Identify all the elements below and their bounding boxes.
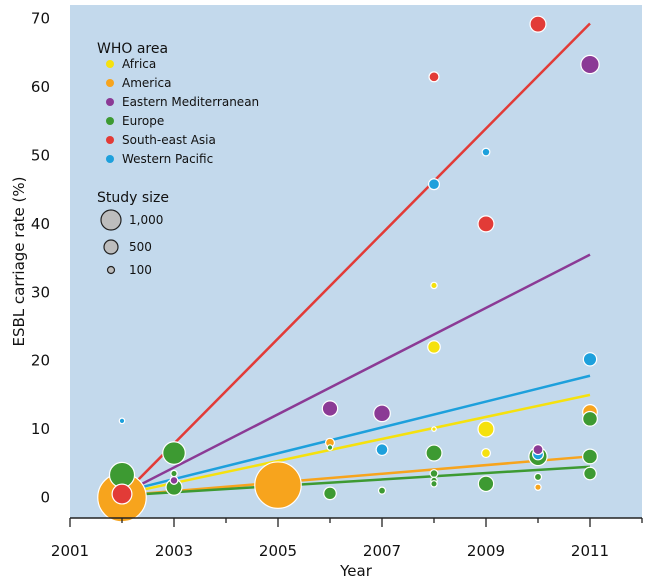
legend-group-items: Africa America Eastern Mediterranean Europe… [106, 57, 259, 166]
data-point-4-0 [111, 483, 133, 505]
y-tick-label-7: 70 [31, 10, 50, 28]
legend-label-5: Western Pacific [122, 152, 213, 166]
y-tick-label-6: 60 [31, 78, 50, 96]
data-point-4-2 [477, 215, 495, 233]
trend-line-5 [121, 374, 591, 494]
x-tick-label-4: 2009 [467, 542, 505, 560]
y-tick-label-2: 20 [31, 352, 50, 370]
data-point-3-16 [583, 466, 597, 481]
data-point-2-3 [532, 444, 544, 456]
data-point-4-1 [428, 71, 440, 83]
data-point-3-1 [162, 441, 186, 465]
data-point-3-10 [430, 480, 438, 488]
size-legend-label-1: 500 [129, 240, 152, 254]
legend-marker-4 [106, 136, 114, 144]
data-point-2-4 [580, 54, 600, 75]
legend-label-4: South-east Asia [122, 133, 216, 147]
data-point-3-11 [477, 475, 495, 493]
data-point-3-3 [170, 469, 178, 478]
legend-size-items: 1,000 500 100 [100, 209, 163, 277]
data-point-5-1 [375, 443, 389, 457]
data-points [97, 15, 600, 523]
size-legend-label-2: 100 [129, 263, 152, 277]
trend-line-2 [121, 253, 591, 496]
x-tick-label-3: 2007 [363, 542, 401, 560]
data-point-4-3 [529, 15, 547, 33]
y-tick-label-3: 30 [31, 283, 50, 301]
data-point-2-2 [373, 404, 391, 423]
y-axis: 0 10 20 30 40 50 60 70 [31, 10, 50, 507]
y-tick-label-5: 50 [31, 146, 50, 164]
data-point-3-5 [326, 444, 334, 451]
data-point-1-3 [534, 483, 542, 491]
x-tick-label-0: 2001 [51, 542, 89, 560]
legend-marker-1 [106, 79, 114, 87]
data-point-3-13 [533, 472, 543, 482]
data-point-3-8 [429, 469, 439, 478]
legend-label-1: America [122, 76, 172, 90]
data-point-0-5 [480, 447, 492, 459]
data-point-0-1 [430, 281, 438, 290]
y-tick-label-1: 10 [31, 420, 50, 438]
legend-marker-0 [106, 60, 114, 68]
trend-line-1 [121, 455, 591, 497]
trend-lines [121, 22, 591, 497]
data-point-3-15 [582, 448, 598, 465]
x-axis: 2001 2003 2005 2007 2009 2011 [51, 517, 643, 560]
legend-marker-3 [106, 117, 114, 125]
data-point-3-4 [323, 486, 337, 501]
legend: WHO area Africa America Eastern Mediterran… [97, 41, 259, 277]
trend-line-3 [121, 465, 591, 497]
x-tick-label-2: 2005 [259, 542, 297, 560]
data-point-2-0 [169, 475, 179, 485]
legend-size-title: Study size [97, 190, 169, 206]
y-axis-title: ESBL carriage rate (%) [10, 177, 28, 347]
legend-label-3: Europe [122, 114, 164, 128]
y-tick-label-4: 40 [31, 215, 50, 233]
x-tick-label-5: 2011 [571, 542, 609, 560]
data-point-0-2 [427, 340, 441, 354]
data-point-1-1 [254, 461, 302, 509]
data-point-3-7 [425, 444, 443, 462]
legend-marker-2 [106, 98, 114, 106]
size-legend-marker-2 [106, 265, 116, 275]
size-legend-label-0: 1,000 [129, 213, 163, 227]
size-legend-marker-0 [100, 209, 122, 231]
data-point-3-6 [377, 486, 387, 495]
data-point-5-0 [118, 417, 126, 425]
x-axis-title: Year [339, 562, 373, 580]
data-point-3-14 [582, 410, 598, 427]
x-tick-label-1: 2003 [155, 542, 193, 560]
data-point-0-4 [477, 420, 495, 438]
legend-title: WHO area [97, 41, 168, 57]
legend-label-0: Africa [122, 57, 156, 71]
size-legend-marker-1 [103, 239, 119, 255]
data-point-0-3 [431, 426, 437, 432]
data-point-5-3 [481, 147, 491, 157]
legend-label-2: Eastern Mediterranean [122, 95, 259, 109]
data-point-5-5 [582, 352, 598, 367]
y-tick-label-0: 0 [40, 488, 50, 506]
legend-marker-5 [106, 155, 114, 163]
trend-line-4 [121, 22, 591, 497]
data-point-5-2 [427, 178, 441, 191]
data-point-2-1 [321, 400, 339, 417]
trend-line-0 [121, 393, 591, 496]
